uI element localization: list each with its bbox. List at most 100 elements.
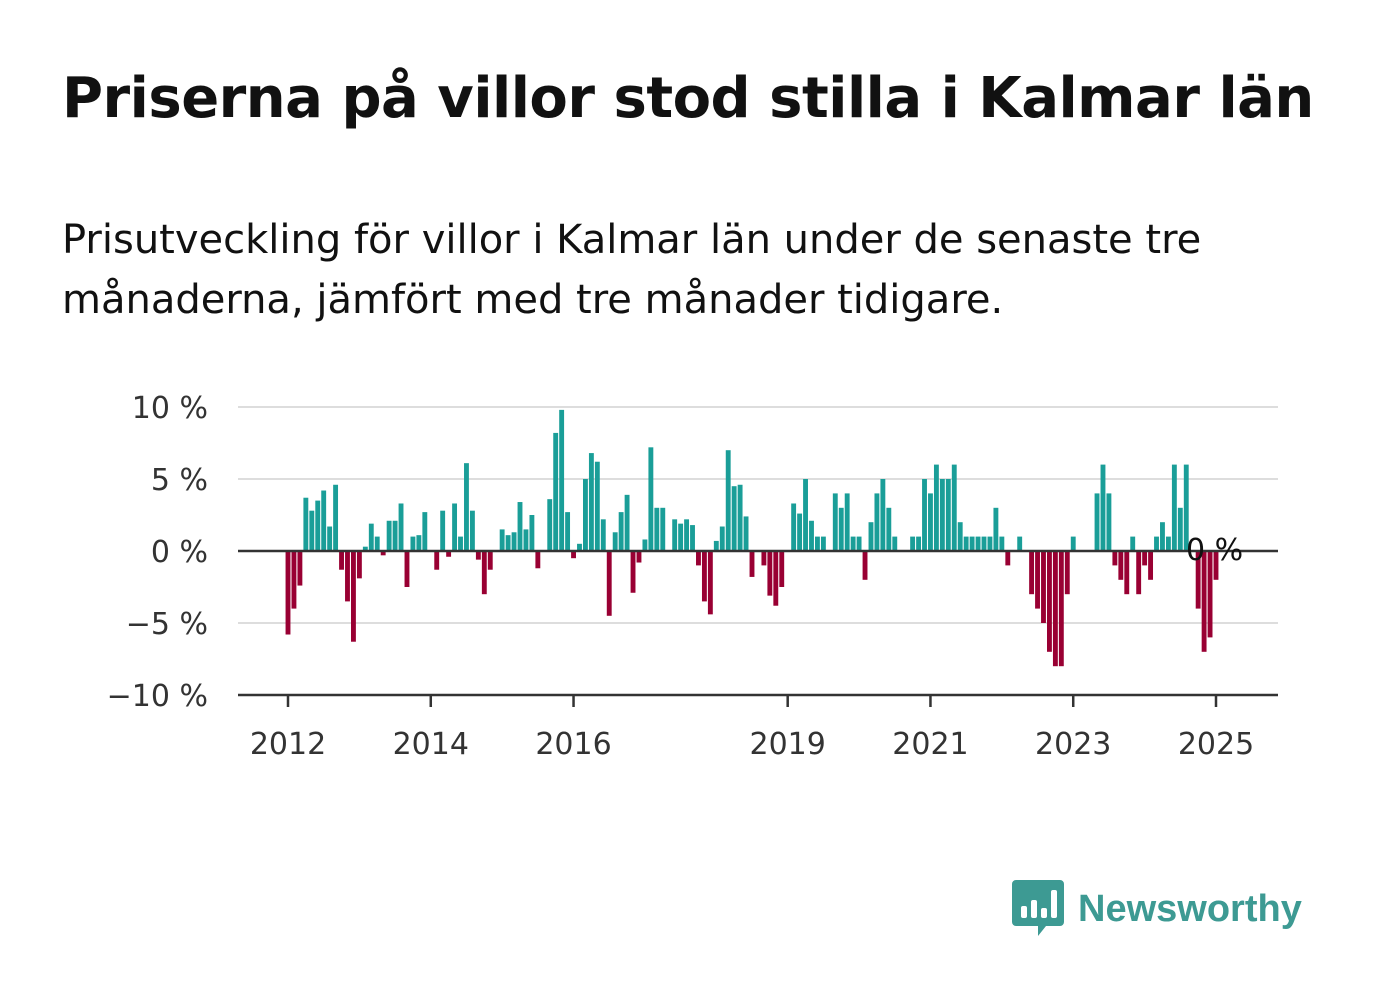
bar [588, 453, 594, 551]
bar [1100, 464, 1106, 551]
bar [922, 479, 927, 551]
bar [957, 522, 963, 551]
bar [1171, 464, 1177, 551]
bar [713, 540, 719, 551]
bar [1029, 551, 1035, 595]
bar [642, 539, 648, 551]
bar [606, 551, 612, 616]
bar [1207, 551, 1213, 638]
bar [362, 546, 368, 551]
bar [1154, 536, 1159, 551]
newsworthy-logo-icon [1012, 880, 1064, 936]
bar [440, 510, 446, 551]
bar [779, 551, 785, 587]
y-tick-label: −10 % [107, 679, 208, 714]
bar [475, 551, 481, 560]
bar [933, 464, 939, 551]
bar [1165, 536, 1171, 551]
bar [464, 463, 469, 551]
bar [993, 507, 999, 551]
bar [553, 432, 559, 551]
bar [963, 536, 969, 551]
bar [749, 551, 755, 577]
bar [809, 520, 814, 551]
bar [981, 536, 987, 551]
bar [1112, 551, 1118, 566]
bar [565, 512, 571, 551]
bar [452, 503, 458, 551]
y-tick-label: 0 % [151, 535, 208, 570]
bar [422, 512, 428, 551]
bar [654, 507, 660, 551]
bar [285, 551, 291, 635]
bar [618, 512, 624, 551]
y-tick-label: 5 % [151, 463, 208, 498]
bar [820, 536, 826, 551]
bar [1160, 522, 1165, 551]
bar [868, 522, 874, 551]
bar [535, 551, 541, 569]
bar [838, 507, 844, 551]
bar [731, 486, 737, 551]
x-tick-label: 2016 [535, 727, 611, 762]
bar [583, 479, 588, 551]
bar [886, 507, 892, 551]
bar [1041, 551, 1046, 623]
bar [678, 523, 684, 551]
bar [797, 513, 803, 551]
bar [1213, 551, 1219, 580]
bar [1047, 551, 1052, 652]
bar [844, 493, 850, 551]
bar [600, 519, 606, 551]
bar [773, 551, 779, 606]
bar [856, 536, 862, 551]
bar [803, 479, 808, 551]
gridlines [238, 406, 1278, 624]
bar [719, 526, 725, 551]
bar [410, 536, 416, 551]
bar [945, 479, 951, 551]
last-value-label: 0 % [1186, 533, 1243, 568]
bar [559, 409, 565, 551]
bar [416, 535, 422, 551]
bar [648, 447, 654, 551]
bar [987, 536, 993, 551]
x-axis-labels: 2012 2014 2016 2019 2021 2023 2025 [250, 727, 1254, 762]
bar [672, 519, 678, 551]
x-tick-label: 2012 [250, 727, 326, 762]
bar [939, 479, 945, 551]
bar [660, 507, 666, 551]
bar [1106, 493, 1112, 551]
bar [761, 551, 767, 566]
bar [577, 543, 582, 551]
bar [1183, 464, 1189, 551]
bar [297, 551, 303, 586]
bars [285, 409, 1219, 667]
bar [339, 551, 344, 570]
bar [1201, 551, 1207, 652]
bar [630, 551, 636, 593]
bar [910, 536, 916, 551]
bar [291, 551, 297, 609]
bar [975, 536, 981, 551]
x-tick-label: 2025 [1178, 727, 1254, 762]
bar [380, 551, 386, 556]
bar [458, 536, 463, 551]
bar [523, 529, 529, 551]
bar [612, 532, 618, 551]
bar [351, 551, 356, 642]
x-tick-label: 2014 [393, 727, 469, 762]
bar [815, 536, 820, 551]
bar [499, 529, 505, 551]
chart-subtitle: Prisutveckling för villor i Kalmar län u… [62, 217, 1202, 323]
bar [481, 551, 487, 595]
bar [1148, 551, 1154, 580]
bar [303, 497, 309, 551]
bar [1124, 551, 1130, 595]
bar [737, 484, 743, 551]
bar [1052, 551, 1058, 667]
bar [916, 536, 922, 551]
newsworthy-brand[interactable]: Newsworthy [1012, 878, 1302, 940]
bar [505, 535, 511, 551]
